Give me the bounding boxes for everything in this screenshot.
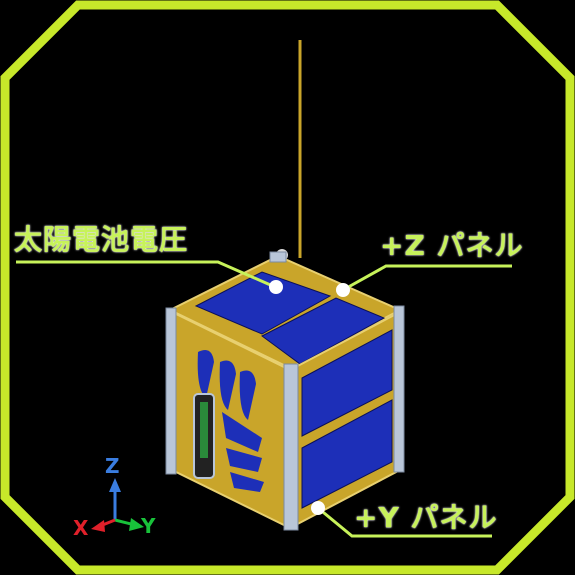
leader-dot-zpanel <box>336 283 350 297</box>
leader-dot-solar <box>269 280 283 294</box>
top-face <box>167 249 403 370</box>
leader-dot-ypanel <box>311 501 325 515</box>
axis-label-z: Z <box>105 454 120 478</box>
leader-solar <box>16 260 276 289</box>
left-face <box>171 310 291 530</box>
solar-cell-top-1 <box>194 271 332 335</box>
label-z-panel: +Z パネル <box>380 229 524 262</box>
axis-triad <box>91 478 144 532</box>
solar-cell-right-2 <box>301 399 393 509</box>
axis-label-x: X <box>73 516 89 540</box>
label-y-panel: +Y パネル <box>354 501 498 534</box>
leader-lines <box>16 260 512 538</box>
solar-cell-right-1 <box>301 329 393 437</box>
rails <box>165 251 405 531</box>
label-solar-cell-voltage: 太陽電池電圧 <box>14 223 189 256</box>
axis-label-y: Y <box>141 514 156 538</box>
leader-zpanel <box>342 264 512 292</box>
right-face <box>289 310 401 530</box>
leader-ypanel <box>317 506 492 538</box>
solar-cell-top-2 <box>261 297 386 365</box>
